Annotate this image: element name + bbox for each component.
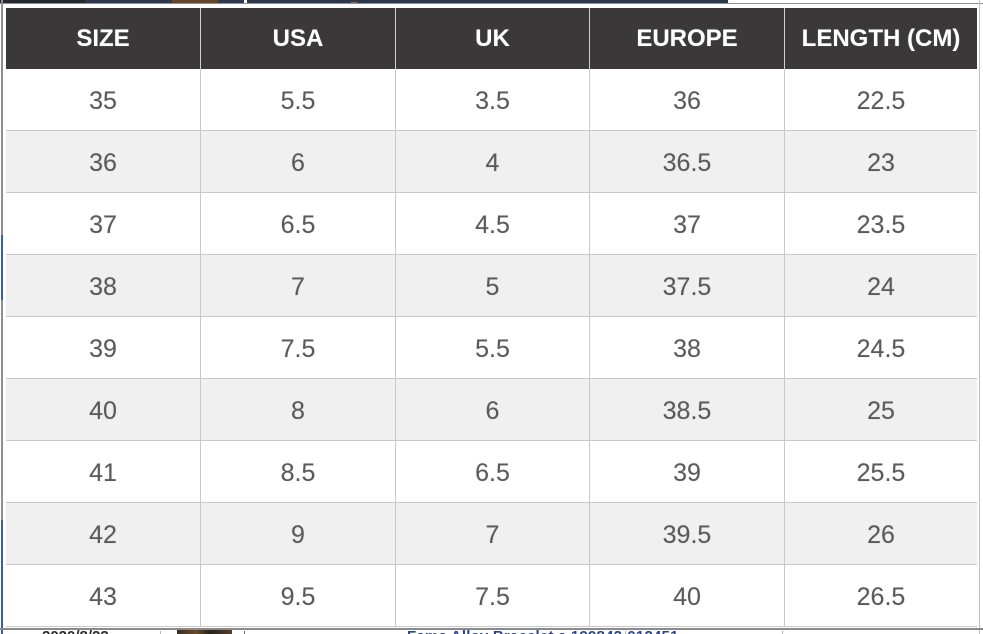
- table-cell: 6: [396, 379, 590, 440]
- table-cell: 8.5: [201, 441, 396, 502]
- table-row: 38 7 5 37.5 24: [6, 255, 977, 317]
- table-cell: 5.5: [396, 317, 590, 378]
- table-cell: 23: [867, 148, 895, 177]
- table-row: 40 8 6 38.5 25: [6, 379, 977, 441]
- background-link-edge-sliver: [1, 520, 3, 634]
- table-cell: 41: [6, 441, 201, 502]
- table-cell: 37: [6, 193, 201, 254]
- table-cell: 7.5: [201, 317, 396, 378]
- background-table-right-border: [979, 0, 980, 634]
- table-cell: 24.5: [856, 334, 906, 363]
- table-cell: 40: [590, 565, 785, 626]
- table-cell: 25.5: [856, 458, 906, 487]
- table-cell: 6.5: [396, 441, 590, 502]
- table-cell: 36.5: [590, 131, 785, 192]
- table-cell: 42: [6, 503, 201, 564]
- table-cell: 5: [396, 255, 590, 316]
- column-header: LENGTH (CM): [801, 24, 961, 52]
- background-table-top-border: [0, 3, 983, 4]
- background-table-left-border: [1, 0, 3, 634]
- table-row: 37 6.5 4.5 37 23.5: [6, 193, 977, 255]
- background-table-column-border: [782, 631, 783, 634]
- table-cell: 37.5: [590, 255, 785, 316]
- table-cell: 39: [6, 317, 201, 378]
- table-row: 41 8.5 6.5 39 25.5: [6, 441, 977, 503]
- table-cell: 23.5: [856, 210, 906, 239]
- table-row: 35 5.5 3.5 36 22.5: [6, 69, 977, 131]
- table-cell: 3.5: [396, 69, 590, 130]
- table-cell: 43: [6, 565, 201, 626]
- table-cell: 38.5: [590, 379, 785, 440]
- table-cell: 36: [6, 131, 201, 192]
- table-cell: 38: [590, 317, 785, 378]
- table-cell: 4: [396, 131, 590, 192]
- table-row: 42 9 7 39.5 26: [6, 503, 977, 565]
- table-cell: 6.5: [201, 193, 396, 254]
- table-cell: 36: [590, 69, 785, 130]
- column-header: SIZE: [6, 8, 201, 69]
- background-page-top-row-sliver: [0, 0, 983, 3]
- table-cell: 38: [6, 255, 201, 316]
- table-cell: 26: [867, 520, 895, 549]
- table-cell: 40: [6, 379, 201, 440]
- background-table-row-border: [0, 628, 983, 630]
- table-cell: 7: [396, 503, 590, 564]
- table-cell: 7.5: [396, 565, 590, 626]
- table-cell: 4.5: [396, 193, 590, 254]
- table-row: 39 7.5 5.5 38 24.5: [6, 317, 977, 379]
- table-cell: 25: [867, 396, 895, 425]
- column-header: UK: [396, 8, 590, 69]
- background-table-column-border: [160, 631, 161, 634]
- table-cell: 6: [201, 131, 396, 192]
- size-chart-table: SIZE USA UK EUROPE LENGTH (CM) 35 5.5 3.5 36 22.5…: [6, 8, 977, 627]
- background-table-column-border: [244, 631, 245, 634]
- background-table-column-border: [625, 631, 626, 634]
- table-cell: 35: [6, 69, 201, 130]
- table-cell: 39: [590, 441, 785, 502]
- product-link[interactable]: Fama Alloy Bracelet a 199842-012451: [407, 629, 679, 634]
- column-header: EUROPE: [590, 8, 785, 69]
- background-link-edge-sliver: [1, 235, 3, 300]
- table-cell: 5.5: [201, 69, 396, 130]
- table-cell: 24: [867, 272, 895, 301]
- table-cell: 9.5: [201, 565, 396, 626]
- column-header: USA: [201, 8, 396, 69]
- table-cell: 26.5: [856, 582, 906, 611]
- table-cell: 22.5: [856, 86, 906, 115]
- table-row: 43 9.5 7.5 40 26.5: [6, 565, 977, 627]
- table-cell: 39.5: [590, 503, 785, 564]
- product-thumbnail[interactable]: [177, 630, 232, 634]
- table-cell: 37: [590, 193, 785, 254]
- table-cell: 7: [201, 255, 396, 316]
- size-chart-image: SIZE USA UK EUROPE LENGTH (CM) 35 5.5 3.5 36 22.5…: [3, 4, 978, 627]
- table-cell: 8: [201, 379, 396, 440]
- size-chart-header-row: SIZE USA UK EUROPE LENGTH (CM): [6, 8, 977, 69]
- table-cell: 9: [201, 503, 396, 564]
- table-row: 36 6 4 36.5 23: [6, 131, 977, 193]
- order-date-text: 2020/8/22: [42, 629, 109, 634]
